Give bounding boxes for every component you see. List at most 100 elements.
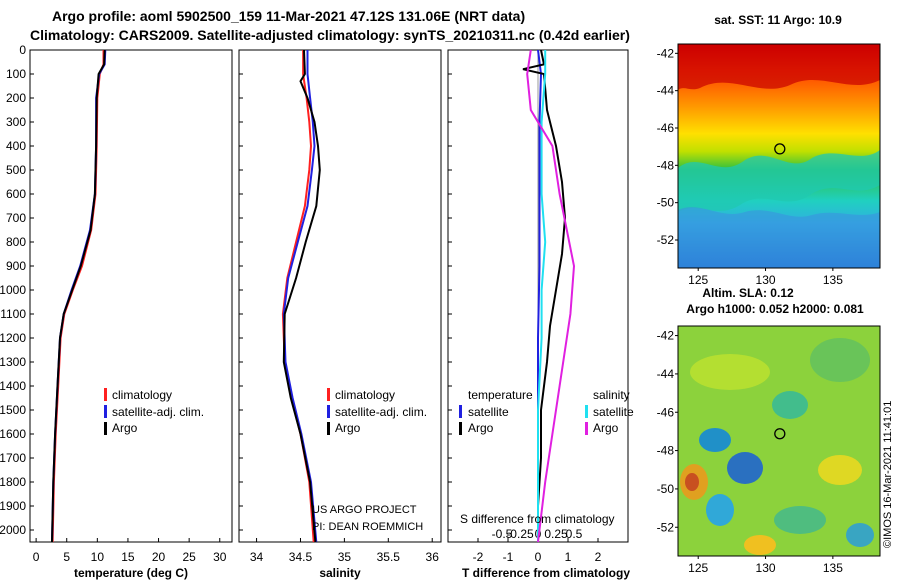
sla-anomaly [744, 535, 776, 555]
x-tick-label: 35.5 [377, 550, 401, 564]
depth-tick-label: 100 [6, 67, 26, 81]
s-diff-tick-label: 0.5 [566, 527, 583, 541]
sla-map-axes: 125 130 135 -42 -44 -46 -48 -50 -52 [657, 329, 844, 575]
legend-title-temperature: temperature [468, 388, 533, 402]
sst-map-title: sat. SST: 11 Argo: 10.9 [714, 13, 842, 27]
depth-tick-label: 600 [6, 187, 26, 201]
x-tick-label: 20 [152, 550, 166, 564]
x-tick-label: 34.5 [289, 550, 313, 564]
depth-axis: 0 100 200 300 400 500 600 700 800 900 1000 1100 1200… [0, 43, 452, 537]
x-tick-label: 1 [565, 550, 572, 564]
figure-title-line1: Argo profile: aoml 5902500_159 11-Mar-20… [52, 8, 525, 24]
legend-label-climatology: climatology [335, 388, 395, 402]
map-y-tick-label: -44 [657, 367, 675, 381]
x-tick-label: 15 [121, 550, 135, 564]
salinity-legend: climatology satellite-adj. clim. Argo US… [312, 388, 427, 533]
x-tick-label: 25 [182, 550, 196, 564]
temperature-legend: climatology satellite-adj. clim. Argo [104, 388, 204, 435]
map-x-tick-label: 125 [688, 273, 708, 287]
legend-label-satellite: satellite-adj. clim. [335, 405, 427, 419]
legend-swatch-s-argo [585, 422, 588, 435]
depth-tick-label: 400 [6, 139, 26, 153]
legend-label-satellite: satellite-adj. clim. [112, 405, 204, 419]
map-y-tick-label: -50 [657, 196, 675, 210]
sla-anomaly [685, 473, 699, 491]
sst-warm-region [678, 44, 880, 90]
depth-tick-label: 300 [6, 115, 26, 129]
x-tick-label: 34 [250, 550, 264, 564]
map-x-tick-label: 130 [756, 273, 776, 287]
x-tick-label: 0 [33, 550, 40, 564]
sla-anomaly [846, 523, 874, 547]
depth-tick-label: 500 [6, 163, 26, 177]
legend-swatch-satellite [104, 405, 107, 418]
sst-front-band [678, 150, 880, 212]
sst-map-frame [677, 43, 881, 269]
map-y-tick-label: -46 [657, 121, 675, 135]
salinity-panel-frame [238, 49, 442, 543]
legend-label-argo: Argo [335, 421, 361, 435]
series-line-s-argo [526, 49, 576, 543]
sla-anomaly [690, 354, 770, 390]
depth-tick-label: 700 [6, 211, 26, 225]
depth-tick-label: 900 [6, 259, 26, 273]
sla-map [678, 326, 880, 556]
depth-tick-label: 1900 [0, 499, 26, 513]
legend-label-s-argo: Argo [593, 421, 619, 435]
x-tick-label: 30 [213, 550, 227, 564]
legend-title-salinity: salinity [593, 388, 630, 402]
x-tick-label: 36 [426, 550, 440, 564]
depth-tick-label: 1400 [0, 379, 26, 393]
legend-label-t-argo: Argo [468, 421, 494, 435]
t-difference-axis-title: T difference from climatology [462, 566, 630, 580]
map-y-tick-label: -48 [657, 444, 675, 458]
depth-tick-label: 1600 [0, 427, 26, 441]
legend-label-climatology: climatology [112, 388, 172, 402]
pi-annotation: PI: DEAN ROEMMICH [312, 521, 423, 533]
legend-swatch-satellite [327, 405, 330, 418]
depth-tick-label: 1200 [0, 331, 26, 345]
project-annotation: US ARGO PROJECT [312, 504, 417, 516]
depth-tick-label: 1300 [0, 355, 26, 369]
sla-anomaly [699, 428, 731, 452]
sla-float-marker [774, 428, 786, 440]
sst-map-axes: 125 130 135 -42 -44 -46 -48 -50 -52 [657, 46, 844, 287]
depth-tick-label: 1100 [0, 307, 26, 321]
s-difference-label: S difference from climatology [460, 512, 615, 526]
salinity-plot: 34 34.5 35 35.5 36 [250, 49, 440, 564]
map-y-tick-label: -52 [657, 520, 675, 534]
map-y-tick-label: -46 [657, 405, 675, 419]
legend-label-s-satellite: satellite [593, 405, 634, 419]
series-line-argo [51, 49, 106, 543]
map-y-tick-label: -50 [657, 482, 675, 496]
s-diff-tick-label: -0.25 [506, 527, 534, 541]
sla-anomaly [818, 455, 862, 485]
legend-swatch-climatology [327, 388, 330, 401]
map-x-tick-label: 135 [823, 273, 843, 287]
map-x-tick-label: 130 [756, 561, 776, 575]
depth-tick-label: 2000 [0, 523, 26, 537]
depth-tick-label: 1700 [0, 451, 26, 465]
legend-swatch-climatology [104, 388, 107, 401]
legend-swatch-argo [104, 422, 107, 435]
x-tick-label: 2 [595, 550, 602, 564]
map-y-tick-label: -44 [657, 84, 675, 98]
sla-anomaly [774, 506, 826, 534]
legend-swatch-s-satellite [585, 405, 588, 418]
x-tick-label: 5 [63, 550, 70, 564]
temperature-panel-frame [29, 49, 233, 543]
depth-tick-label: 1000 [0, 283, 26, 297]
x-tick-label: 0 [535, 550, 542, 564]
s-diff-tick-label: -0.5 [492, 527, 513, 541]
x-tick-label: -2 [473, 550, 484, 564]
sla-anomaly [772, 391, 808, 419]
figure-title-line2: Climatology: CARS2009. Satellite-adjuste… [30, 27, 630, 43]
legend-swatch-t-satellite [459, 405, 462, 418]
map-y-tick-label: -42 [657, 46, 675, 60]
x-tick-label: 35 [338, 550, 352, 564]
s-diff-tick-label: 0.25 [544, 527, 568, 541]
depth-tick-label: 800 [6, 235, 26, 249]
map-y-tick-label: -48 [657, 158, 675, 172]
